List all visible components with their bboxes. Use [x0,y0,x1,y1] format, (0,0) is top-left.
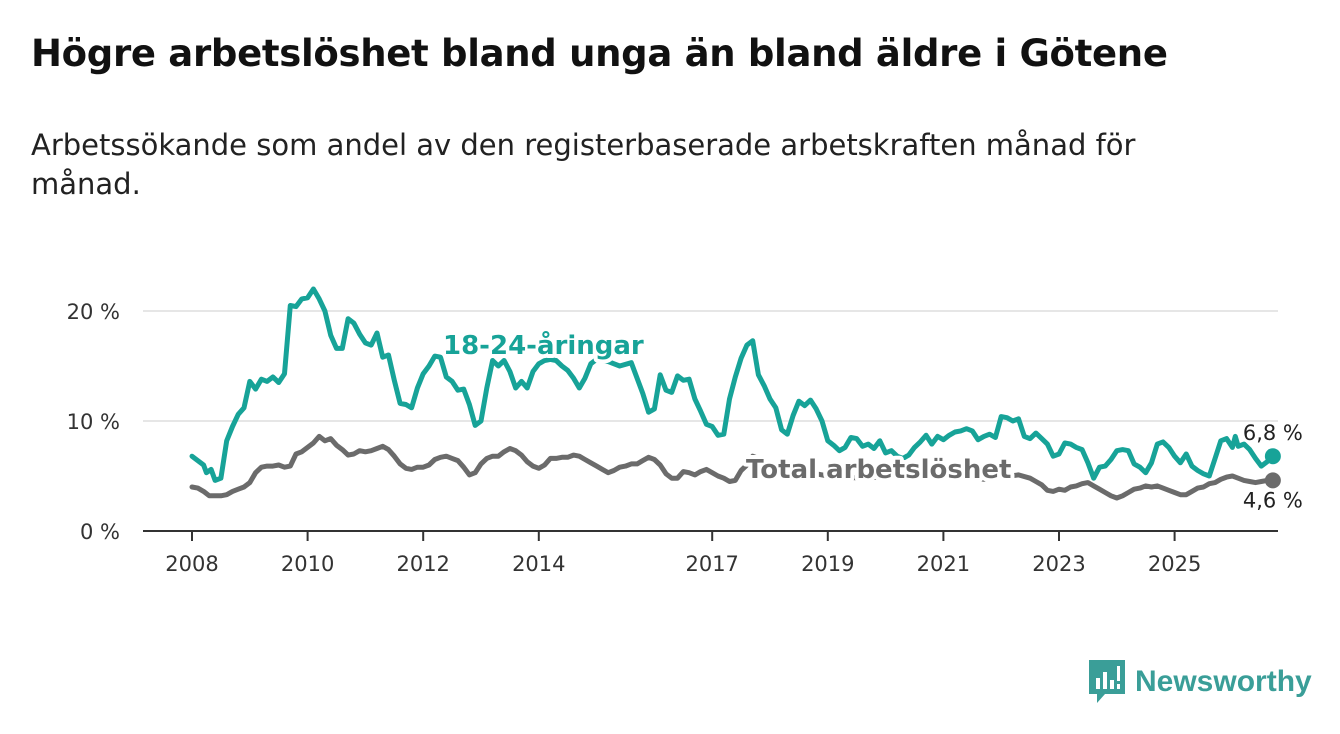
y-tick-label: 10 % [67,410,120,434]
x-axis-ticks: 2008 2010 2012 2014 2017 2019 2021 2023 2025 [165,531,1201,576]
x-tick-label: 2010 [281,552,334,576]
x-tick-label: 2025 [1148,552,1201,576]
series-line-total [189,433,1276,501]
x-tick-label: 2012 [396,552,449,576]
series-line-youth [189,286,1276,483]
newsworthy-logo: Newsworthy [1089,660,1312,704]
x-tick-label: 2014 [512,552,565,576]
x-tick-label: 2008 [165,552,218,576]
series-lines [189,286,1281,501]
x-tick-label: 2017 [685,552,738,576]
end-value-label-total: 4,6 % [1243,488,1303,512]
end-value-label-youth: 6,8 % [1243,421,1303,445]
series-end-marker-total [1264,472,1281,489]
chart-title: Högre arbetslöshet bland unga än bland ä… [31,32,1168,75]
series-end-marker-youth [1264,448,1281,465]
series-name-label-youth: 18-24-åringar [443,329,644,361]
series-name-label-total: Total arbetslöshet [746,455,1011,485]
newsworthy-logo-icon [1089,660,1125,703]
y-tick-label: 20 % [67,300,120,324]
gridlines [143,310,1278,532]
series-labels: 18-24-åringar Total arbetslöshet 6,8 % 4,6 … [439,325,1305,515]
chart-subtitle: Arbetssökande som andel av den registerb… [31,128,1136,201]
x-tick-label: 2023 [1032,552,1085,576]
brand-name: Newsworthy [1135,665,1312,698]
y-axis-ticks: 0 % 10 % 20 % [67,300,120,544]
y-tick-label: 0 % [80,520,120,544]
x-tick-label: 2019 [801,552,854,576]
x-tick-label: 2021 [917,552,970,576]
